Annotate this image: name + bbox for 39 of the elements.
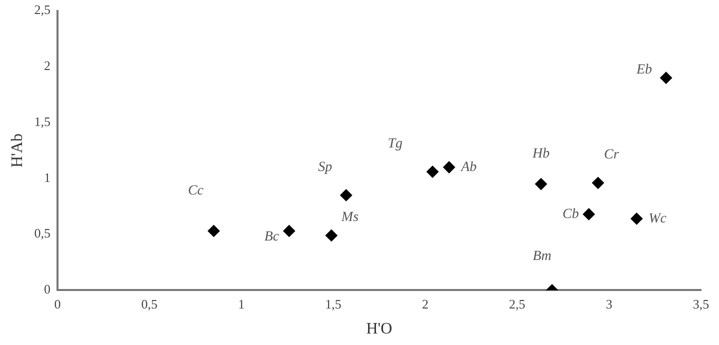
x-tick-label: 3,5 <box>692 296 710 312</box>
annotation: Hb <box>531 146 550 162</box>
y-tick-label: 0,5 <box>34 226 50 241</box>
annotation: Ab <box>460 160 477 175</box>
point <box>630 212 643 225</box>
annotation: Cb <box>562 206 579 222</box>
x-tick-label: 3 <box>606 296 612 312</box>
annotation: Cr <box>604 148 620 163</box>
x-tick-label: 0,5 <box>141 296 158 312</box>
annotation: Bm <box>532 248 552 264</box>
point <box>582 208 595 220</box>
point <box>660 72 672 84</box>
y-tick-label: 1 <box>44 170 50 185</box>
point <box>283 224 296 237</box>
point <box>426 166 439 178</box>
point <box>340 189 352 202</box>
x-tick-label: 1,5 <box>325 296 342 312</box>
x-tick-label: 0 <box>54 296 61 312</box>
annotation: Wc <box>648 211 668 226</box>
annotation: Sp <box>318 160 332 175</box>
x-tick-label: 2 <box>422 296 428 312</box>
y-tick-label: 2,5 <box>34 2 50 18</box>
point <box>535 178 548 190</box>
x-tick-label: 1 <box>238 296 245 312</box>
point <box>443 161 456 174</box>
annotation: Eb <box>636 62 652 78</box>
y-tick-label: 0 <box>44 282 50 297</box>
y-axis-title: H'Ab <box>8 134 26 168</box>
annotation: Tg <box>388 136 403 152</box>
x-tick-label: 2,5 <box>509 296 526 312</box>
point <box>592 176 604 189</box>
y-tick-label: 2 <box>44 58 50 74</box>
point <box>208 224 220 237</box>
annotation: Ms <box>340 210 360 226</box>
annotation: Bc <box>264 230 280 245</box>
annotation: Cc <box>188 184 204 199</box>
point <box>325 229 338 242</box>
y-tick-label: 1,5 <box>34 114 50 129</box>
x-axis-title: H'O <box>366 320 392 338</box>
